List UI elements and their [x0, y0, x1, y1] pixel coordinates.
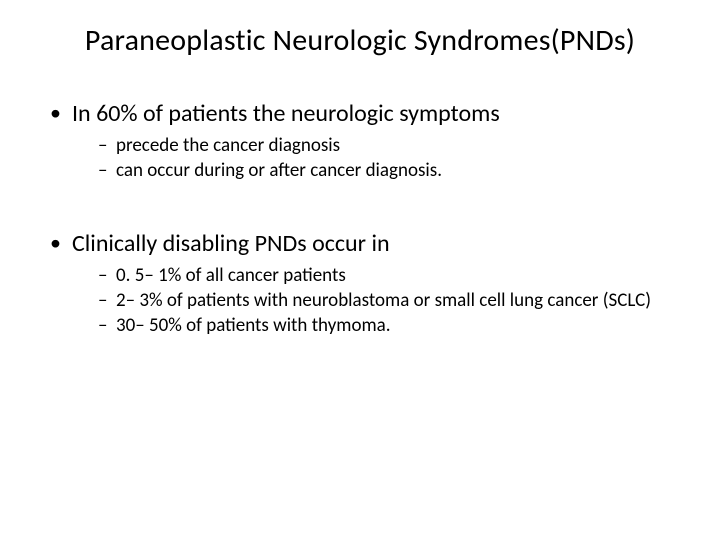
sub-bullet-text: can occur during or after cancer diagnos…: [116, 159, 442, 182]
list-item: 0. 5– 1% of all cancer patients: [98, 264, 690, 289]
slide-title: Paraneoplastic Neurologic Syndromes(PNDs…: [30, 22, 690, 59]
list-item: In 60% of patients the neurologic sympto…: [50, 99, 690, 183]
slide: Paraneoplastic Neurologic Syndromes(PNDs…: [0, 0, 720, 540]
sub-bullet-text: precede the cancer diagnosis: [116, 134, 340, 157]
list-item: 2– 3% of patients with neuroblastoma or …: [98, 289, 690, 314]
sub-bullet-text: 2– 3% of patients with neuroblastoma or …: [116, 289, 651, 312]
sub-bullet-text: 30– 50% of patients with thymoma.: [116, 314, 391, 337]
bullet-list: In 60% of patients the neurologic sympto…: [30, 99, 690, 338]
sub-bullet-text: 0. 5– 1% of all cancer patients: [116, 264, 346, 287]
list-item: precede the cancer diagnosis: [98, 134, 690, 159]
sub-bullet-list: 0. 5– 1% of all cancer patients 2– 3% of…: [72, 264, 690, 338]
bullet-text: Clinically disabling PNDs occur in: [72, 229, 390, 258]
list-item: Clinically disabling PNDs occur in 0. 5–…: [50, 229, 690, 338]
bullet-text: In 60% of patients the neurologic sympto…: [72, 99, 500, 128]
list-item: can occur during or after cancer diagnos…: [98, 159, 690, 184]
list-item: 30– 50% of patients with thymoma.: [98, 314, 690, 339]
sub-bullet-list: precede the cancer diagnosis can occur d…: [72, 134, 690, 183]
